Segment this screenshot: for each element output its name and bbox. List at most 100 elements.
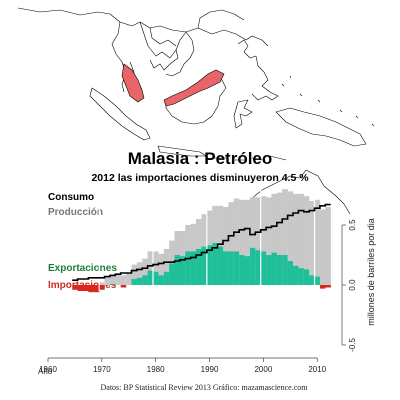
produccion-bar: [223, 207, 229, 285]
importaciones-bar: [325, 285, 331, 288]
produccion-bar: [282, 189, 288, 285]
map-indochina: [111, 21, 187, 93]
x-tick-label: 2000: [254, 365, 272, 374]
consumo-line: [72, 203, 331, 281]
exportaciones-bar: [169, 263, 175, 285]
exportaciones-bar: [174, 255, 181, 285]
produccion-bar: [303, 196, 310, 285]
map-peninsular-malaysia: [121, 63, 145, 103]
exportaciones-bar: [212, 243, 218, 285]
importaciones-bar: [83, 285, 89, 291]
exportaciones-bar: [163, 271, 170, 285]
y-axis-label: millones de barriles por dia: [366, 218, 376, 326]
produccion-bar: [99, 282, 105, 285]
plot-area: [72, 189, 331, 293]
exportaciones-bar: [260, 251, 267, 285]
produccion-bar: [126, 273, 132, 285]
source-note: Datos: BP Statistical Review 2013 Gráfic…: [101, 383, 309, 392]
x-tick-label: 1960: [39, 365, 57, 374]
chart-title: Malasia : Petróleo: [128, 149, 273, 168]
map-philippines: [243, 51, 279, 101]
map-new-guinea: [275, 107, 367, 147]
importaciones-bar: [77, 285, 84, 291]
map-china-east: [197, 9, 245, 29]
decade-gridlines: [98, 189, 316, 291]
exportaciones-bar: [131, 279, 138, 285]
produccion-bar: [249, 197, 256, 285]
produccion-bar: [142, 258, 148, 285]
produccion-bar: [109, 274, 116, 285]
produccion-bar: [163, 249, 170, 285]
map-java: [157, 145, 207, 157]
exportaciones-bar: [293, 265, 299, 285]
importaciones-bar: [120, 285, 127, 288]
exportaciones-bar: [153, 271, 159, 285]
produccion-bar: [298, 193, 304, 285]
y-tick-label: -0.5: [348, 338, 357, 352]
produccion-bar: [147, 251, 154, 285]
importaciones-bar: [99, 285, 105, 290]
produccion-bar: [217, 205, 224, 285]
exportaciones-bar: [266, 255, 272, 285]
produccion-bar: [131, 264, 138, 285]
produccion-bar: [325, 207, 331, 285]
exportaciones-bar: [217, 246, 224, 285]
exportaciones-bar: [303, 269, 310, 285]
produccion-bar: [136, 262, 143, 285]
produccion-bar: [314, 199, 321, 285]
exportaciones-bar: [185, 251, 191, 285]
produccion-bar: [287, 191, 294, 285]
map-mainland-coast: [17, 7, 269, 47]
x-tick-label: 1990: [201, 365, 219, 374]
produccion-bar: [271, 193, 278, 285]
x-tick-label: 1970: [93, 365, 111, 374]
map-sunda-islands: [214, 155, 287, 161]
map-sabah-sarawak: [163, 69, 225, 107]
produccion-bar: [293, 193, 299, 285]
produccion-bar: [228, 202, 234, 285]
legend-produccion: Producción: [48, 207, 103, 218]
importaciones-bar: [93, 285, 100, 293]
produccion-bar: [260, 196, 267, 285]
exportaciones-bar: [223, 251, 229, 285]
y-tick-label: 0.5: [348, 219, 357, 231]
consumo-line-layer: [72, 203, 331, 281]
exportaciones-bar: [228, 251, 234, 285]
exportaciones-bar: [244, 256, 251, 285]
x-tick-label: 1980: [147, 365, 165, 374]
importaciones-bar: [72, 285, 78, 290]
exportaciones-bar: [109, 283, 116, 285]
exportaciones-bar: [136, 277, 143, 285]
exportaciones-bar: [201, 246, 208, 285]
exportaciones-bar: [255, 250, 261, 285]
exportaciones-bar: [314, 276, 321, 285]
produccion-bar: [239, 199, 245, 285]
legend-exportaciones: Exportaciones: [48, 263, 117, 274]
importaciones-bar: [88, 285, 94, 293]
map-philippines-n: [237, 39, 249, 53]
exportaciones-bar: [271, 252, 278, 285]
produccion-bar: [233, 198, 240, 285]
x-axis: 1960 1970 1980 1990 2000 2010: [39, 357, 327, 374]
produccion-bar: [244, 199, 251, 285]
exportaciones-bar: [282, 255, 288, 285]
exportaciones-bar: [249, 247, 256, 285]
produccion-bar: [153, 251, 159, 285]
exportaciones-bar: [233, 251, 240, 285]
exportaciones-bar: [298, 268, 304, 285]
exportaciones-bar: [190, 251, 197, 285]
map-small-islands: [281, 75, 375, 127]
exportaciones-bar: [158, 275, 164, 285]
exportaciones-bar: [142, 275, 148, 285]
produccion-bar: [120, 275, 127, 285]
exportaciones-bar: [196, 249, 202, 285]
exportaciones-bar: [239, 255, 245, 285]
exportaciones-bar: [287, 261, 294, 285]
map-vietnam: [165, 31, 195, 77]
importaciones-bar: [319, 285, 326, 289]
exportaciones-bar: [179, 256, 186, 285]
produccion-bar: [104, 276, 111, 285]
produccion-bar: [266, 197, 272, 285]
map-australia: [249, 169, 351, 215]
chart-subtitle: 2012 las importaciones disminuyeron 4.5 …: [91, 172, 309, 184]
